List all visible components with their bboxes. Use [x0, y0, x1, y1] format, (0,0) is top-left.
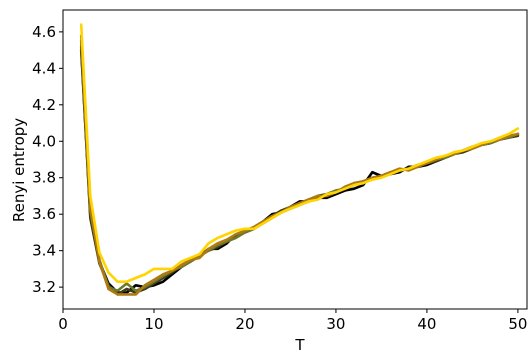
y-tick-label: 3.6 [32, 205, 56, 223]
x-tick-label: 20 [235, 315, 254, 333]
plot-area [63, 10, 527, 309]
plot-frame [62, 9, 528, 310]
x-axis-label: T [294, 336, 305, 354]
x-tick-label: 50 [508, 315, 527, 333]
x-tick-label: 0 [58, 315, 68, 333]
y-tick-label: 3.4 [32, 242, 56, 260]
y-tick-label: 4.0 [32, 132, 56, 150]
y-tick-label: 4.6 [32, 23, 56, 41]
y-axis-label: Renyi entropy [10, 118, 28, 222]
y-tick-label: 4.2 [32, 96, 56, 114]
x-tick-label: 30 [326, 315, 345, 333]
x-tick-label: 40 [417, 315, 436, 333]
series-layer [79, 23, 520, 296]
y-tick-label: 3.8 [32, 169, 56, 187]
y-tick-label: 4.4 [32, 59, 56, 77]
plot-background [63, 10, 527, 309]
axes-layer: 0 10 20 30 40 50 3.2 3.4 3.6 3.8 4.0 4.2 4.4 4.6 [32, 9, 528, 333]
y-tick-label: 3.2 [32, 278, 56, 296]
series-line-5 [79, 23, 520, 283]
x-tick-label: 10 [144, 315, 163, 333]
